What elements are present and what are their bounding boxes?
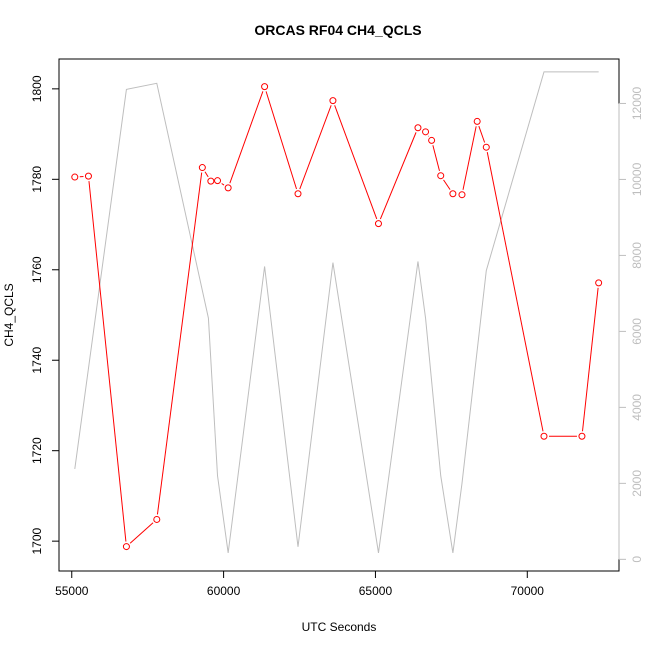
- series-segment: [129, 522, 154, 544]
- y-tick-label: 1720: [30, 437, 44, 464]
- x-tick-label: 70000: [511, 584, 545, 598]
- data-point: [198, 164, 206, 172]
- series-segment: [156, 172, 203, 515]
- y-tick-label: 1760: [30, 256, 44, 283]
- x-tick-label: 60000: [207, 584, 241, 598]
- secondary-y-axis: 0 2000 4000 6000 8000 10000 12000: [618, 86, 644, 563]
- x-tick-label: 55000: [55, 584, 89, 598]
- y2-tick-label: 12000: [630, 86, 644, 120]
- data-point: [374, 220, 382, 228]
- y2-tick-label: 0: [630, 556, 644, 563]
- data-point: [153, 515, 161, 523]
- x-axis: 55000 60000 65000 70000: [55, 570, 545, 598]
- y-tick-label: 1780: [30, 166, 44, 193]
- y-tick-label: 1800: [30, 75, 44, 102]
- y-axis: 1700 1720 1740 1760 1780 1800: [30, 75, 60, 555]
- data-point: [482, 143, 490, 151]
- primary-series: [71, 83, 603, 551]
- series-segment: [478, 125, 486, 143]
- data-point: [422, 128, 430, 136]
- data-point: [428, 136, 436, 144]
- secondary-series: [74, 71, 599, 553]
- y2-tick-label: 6000: [630, 318, 644, 345]
- series-segment: [229, 91, 264, 184]
- data-point: [214, 177, 222, 185]
- data-point: [540, 432, 548, 440]
- data-point: [84, 172, 92, 180]
- series-segment: [204, 171, 209, 178]
- series-segment: [581, 287, 599, 432]
- data-point: [261, 83, 269, 91]
- data-point: [578, 432, 586, 440]
- data-point: [224, 184, 232, 192]
- data-point: [473, 117, 481, 125]
- y2-tick-label: 10000: [630, 162, 644, 196]
- data-point: [595, 279, 603, 287]
- y-tick-label: 1700: [30, 527, 44, 554]
- y-axis-label: CH4_QCLS: [2, 283, 16, 346]
- data-point: [414, 124, 422, 132]
- data-point: [122, 543, 130, 551]
- series-segment: [462, 126, 477, 190]
- data-point: [71, 173, 79, 181]
- series-segment: [432, 145, 440, 171]
- plot-frame: [58, 58, 620, 572]
- y2-tick-label: 2000: [630, 470, 644, 497]
- series-segment: [88, 181, 127, 542]
- data-point: [294, 190, 302, 198]
- data-point: [329, 97, 337, 105]
- y-tick-label: 1740: [30, 347, 44, 374]
- data-point: [207, 177, 215, 185]
- series-segment: [334, 105, 378, 220]
- series-segment: [443, 179, 451, 190]
- series-segment: [379, 132, 417, 220]
- y2-tick-label: 8000: [630, 242, 644, 269]
- series-segment: [265, 91, 297, 190]
- x-tick-label: 65000: [359, 584, 393, 598]
- data-point: [458, 191, 466, 199]
- x-axis-label: UTC Seconds: [302, 620, 377, 634]
- series-segment: [486, 152, 544, 432]
- y2-tick-label: 4000: [630, 394, 644, 421]
- series-line: [74, 71, 599, 553]
- series-segment: [221, 183, 225, 186]
- data-point: [437, 172, 445, 180]
- data-point: [449, 190, 457, 198]
- series-segment: [299, 105, 332, 190]
- chart-title: ORCAS RF04 CH4_QCLS: [254, 22, 421, 38]
